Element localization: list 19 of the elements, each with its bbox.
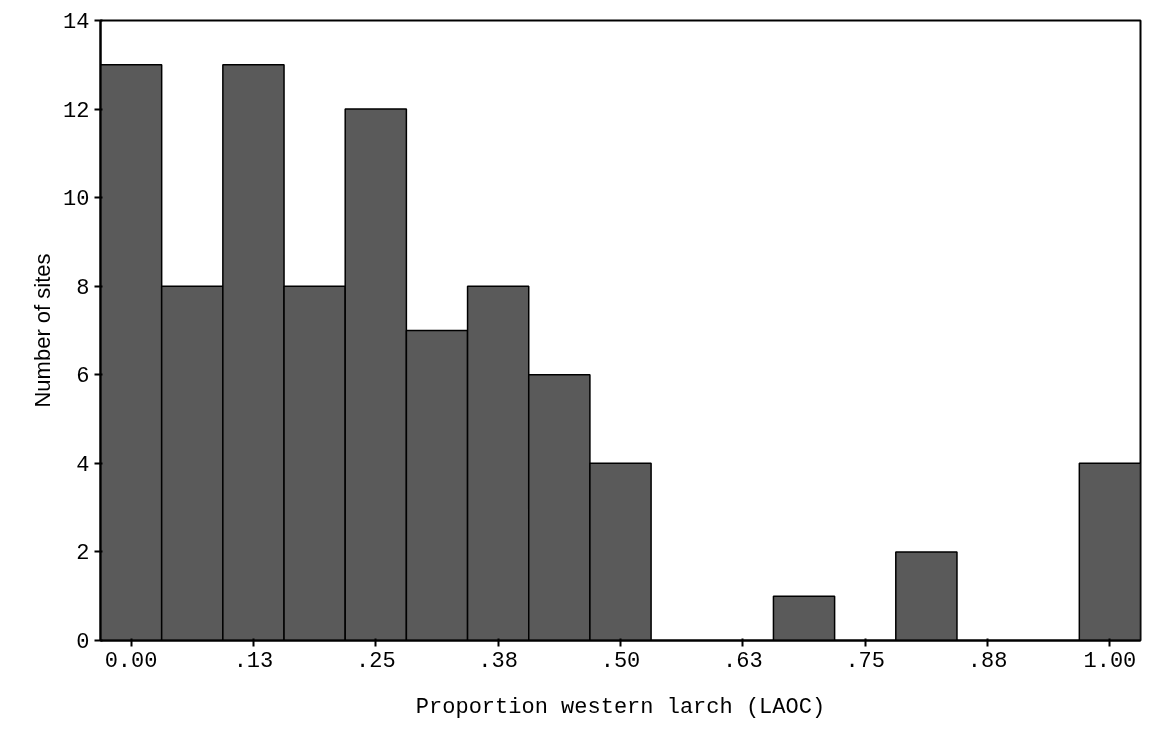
x-tick-label: .50 — [600, 648, 641, 674]
y-tick-label: 8 — [76, 275, 90, 301]
y-tick-label: 10 — [63, 187, 90, 213]
y-tick-label: 0 — [76, 630, 90, 655]
x-tick-label: .63 — [723, 648, 763, 674]
x-tick-label: 0.00 — [104, 648, 158, 674]
y-tick-label: 2 — [76, 541, 90, 567]
x-axis-title: Proportion western larch (LAOC) — [415, 694, 826, 720]
x-tick-label: .25 — [355, 648, 396, 674]
x-tick-label: .88 — [967, 648, 1008, 674]
x-tick-label: .13 — [233, 648, 274, 674]
x-tick-label: .38 — [478, 648, 518, 674]
y-tick-label: 4 — [76, 452, 90, 478]
y-tick-label: 14 — [63, 10, 90, 35]
x-tick-label: 1.00 — [1083, 648, 1137, 674]
x-tick-label: .75 — [845, 648, 886, 674]
y-axis-title: Number of sites — [30, 253, 56, 408]
y-tick-label: 12 — [63, 98, 90, 124]
y-tick-label: 6 — [76, 364, 90, 390]
